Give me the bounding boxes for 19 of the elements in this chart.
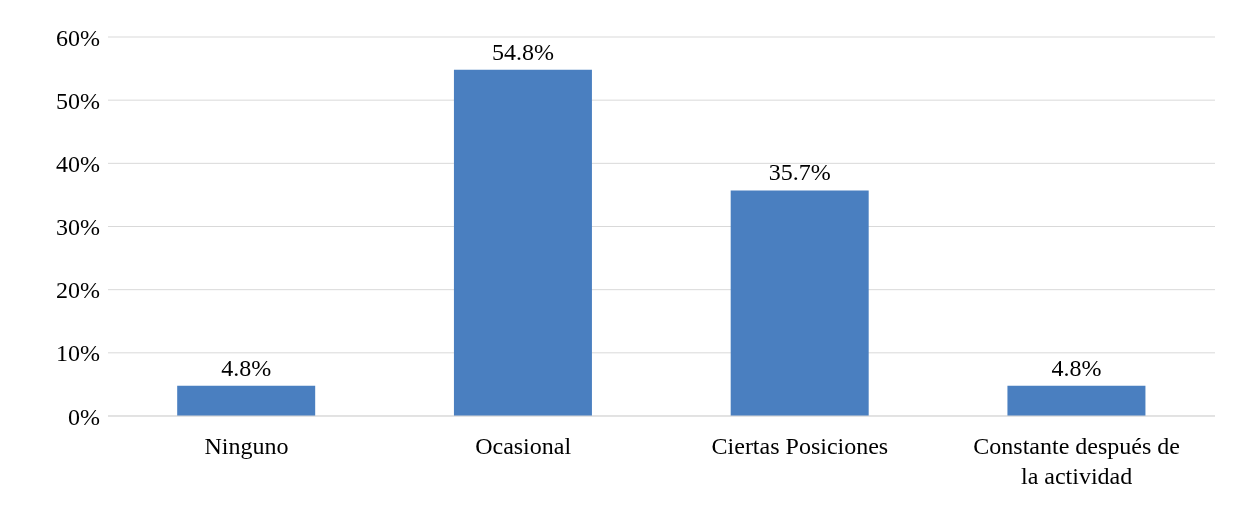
y-tick-label: 30% <box>56 214 100 241</box>
data-label: 54.8% <box>491 38 554 65</box>
bar <box>730 190 869 416</box>
data-label: 4.8% <box>221 354 272 381</box>
x-tick-label: Ciertas Posiciones <box>711 433 889 459</box>
y-tick-label: 40% <box>56 150 100 177</box>
y-tick-label: 60% <box>56 24 100 51</box>
data-label: 4.8% <box>1051 354 1102 381</box>
x-tick-label: Ninguno <box>204 433 289 459</box>
data-label: 35.7% <box>768 159 831 186</box>
bar <box>1007 385 1146 416</box>
y-tick-label: 10% <box>56 340 100 367</box>
bar <box>177 385 316 416</box>
x-tick-label: Ocasional <box>475 433 572 459</box>
bar <box>453 69 592 416</box>
x-tick-label: Constante después de la actividad <box>973 433 1180 489</box>
y-tick-label: 50% <box>56 87 100 114</box>
y-tick-label: 20% <box>56 277 100 304</box>
y-tick-label: 0% <box>68 403 100 430</box>
